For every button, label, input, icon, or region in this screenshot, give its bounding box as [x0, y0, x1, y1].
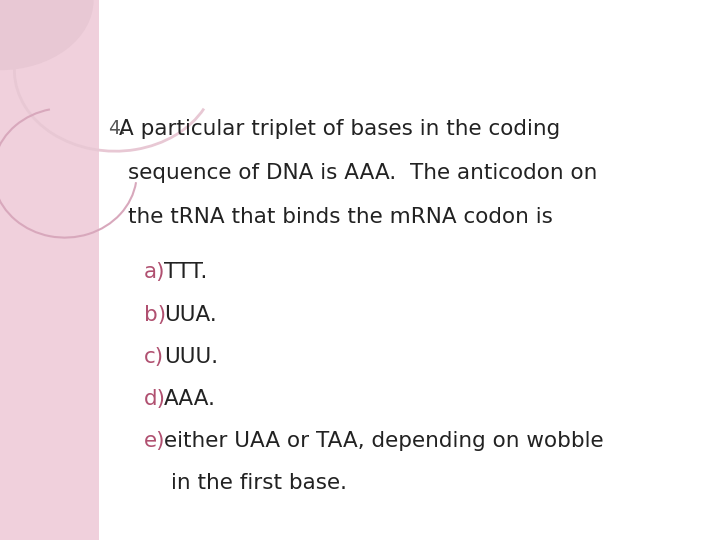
Text: either UAA or TAA, depending on wobble: either UAA or TAA, depending on wobble	[164, 431, 604, 451]
Text: A particular triplet of bases in the coding: A particular triplet of bases in the cod…	[119, 119, 560, 139]
Wedge shape	[0, 0, 94, 70]
Text: c): c)	[144, 347, 164, 367]
Text: 4.: 4.	[108, 119, 126, 138]
Text: a): a)	[144, 262, 166, 282]
Text: b): b)	[144, 305, 166, 325]
Text: UUU.: UUU.	[164, 347, 218, 367]
Text: d): d)	[144, 389, 166, 409]
Text: the tRNA that binds the mRNA codon is: the tRNA that binds the mRNA codon is	[128, 207, 553, 227]
Text: e): e)	[144, 431, 166, 451]
Text: in the first base.: in the first base.	[171, 473, 347, 493]
Text: sequence of DNA is AAA.  The anticodon on: sequence of DNA is AAA. The anticodon on	[128, 163, 598, 183]
Bar	[0, 0, 99, 540]
Text: UUA.: UUA.	[164, 305, 217, 325]
Text: AAA.: AAA.	[164, 389, 216, 409]
Text: TTT.: TTT.	[164, 262, 207, 282]
